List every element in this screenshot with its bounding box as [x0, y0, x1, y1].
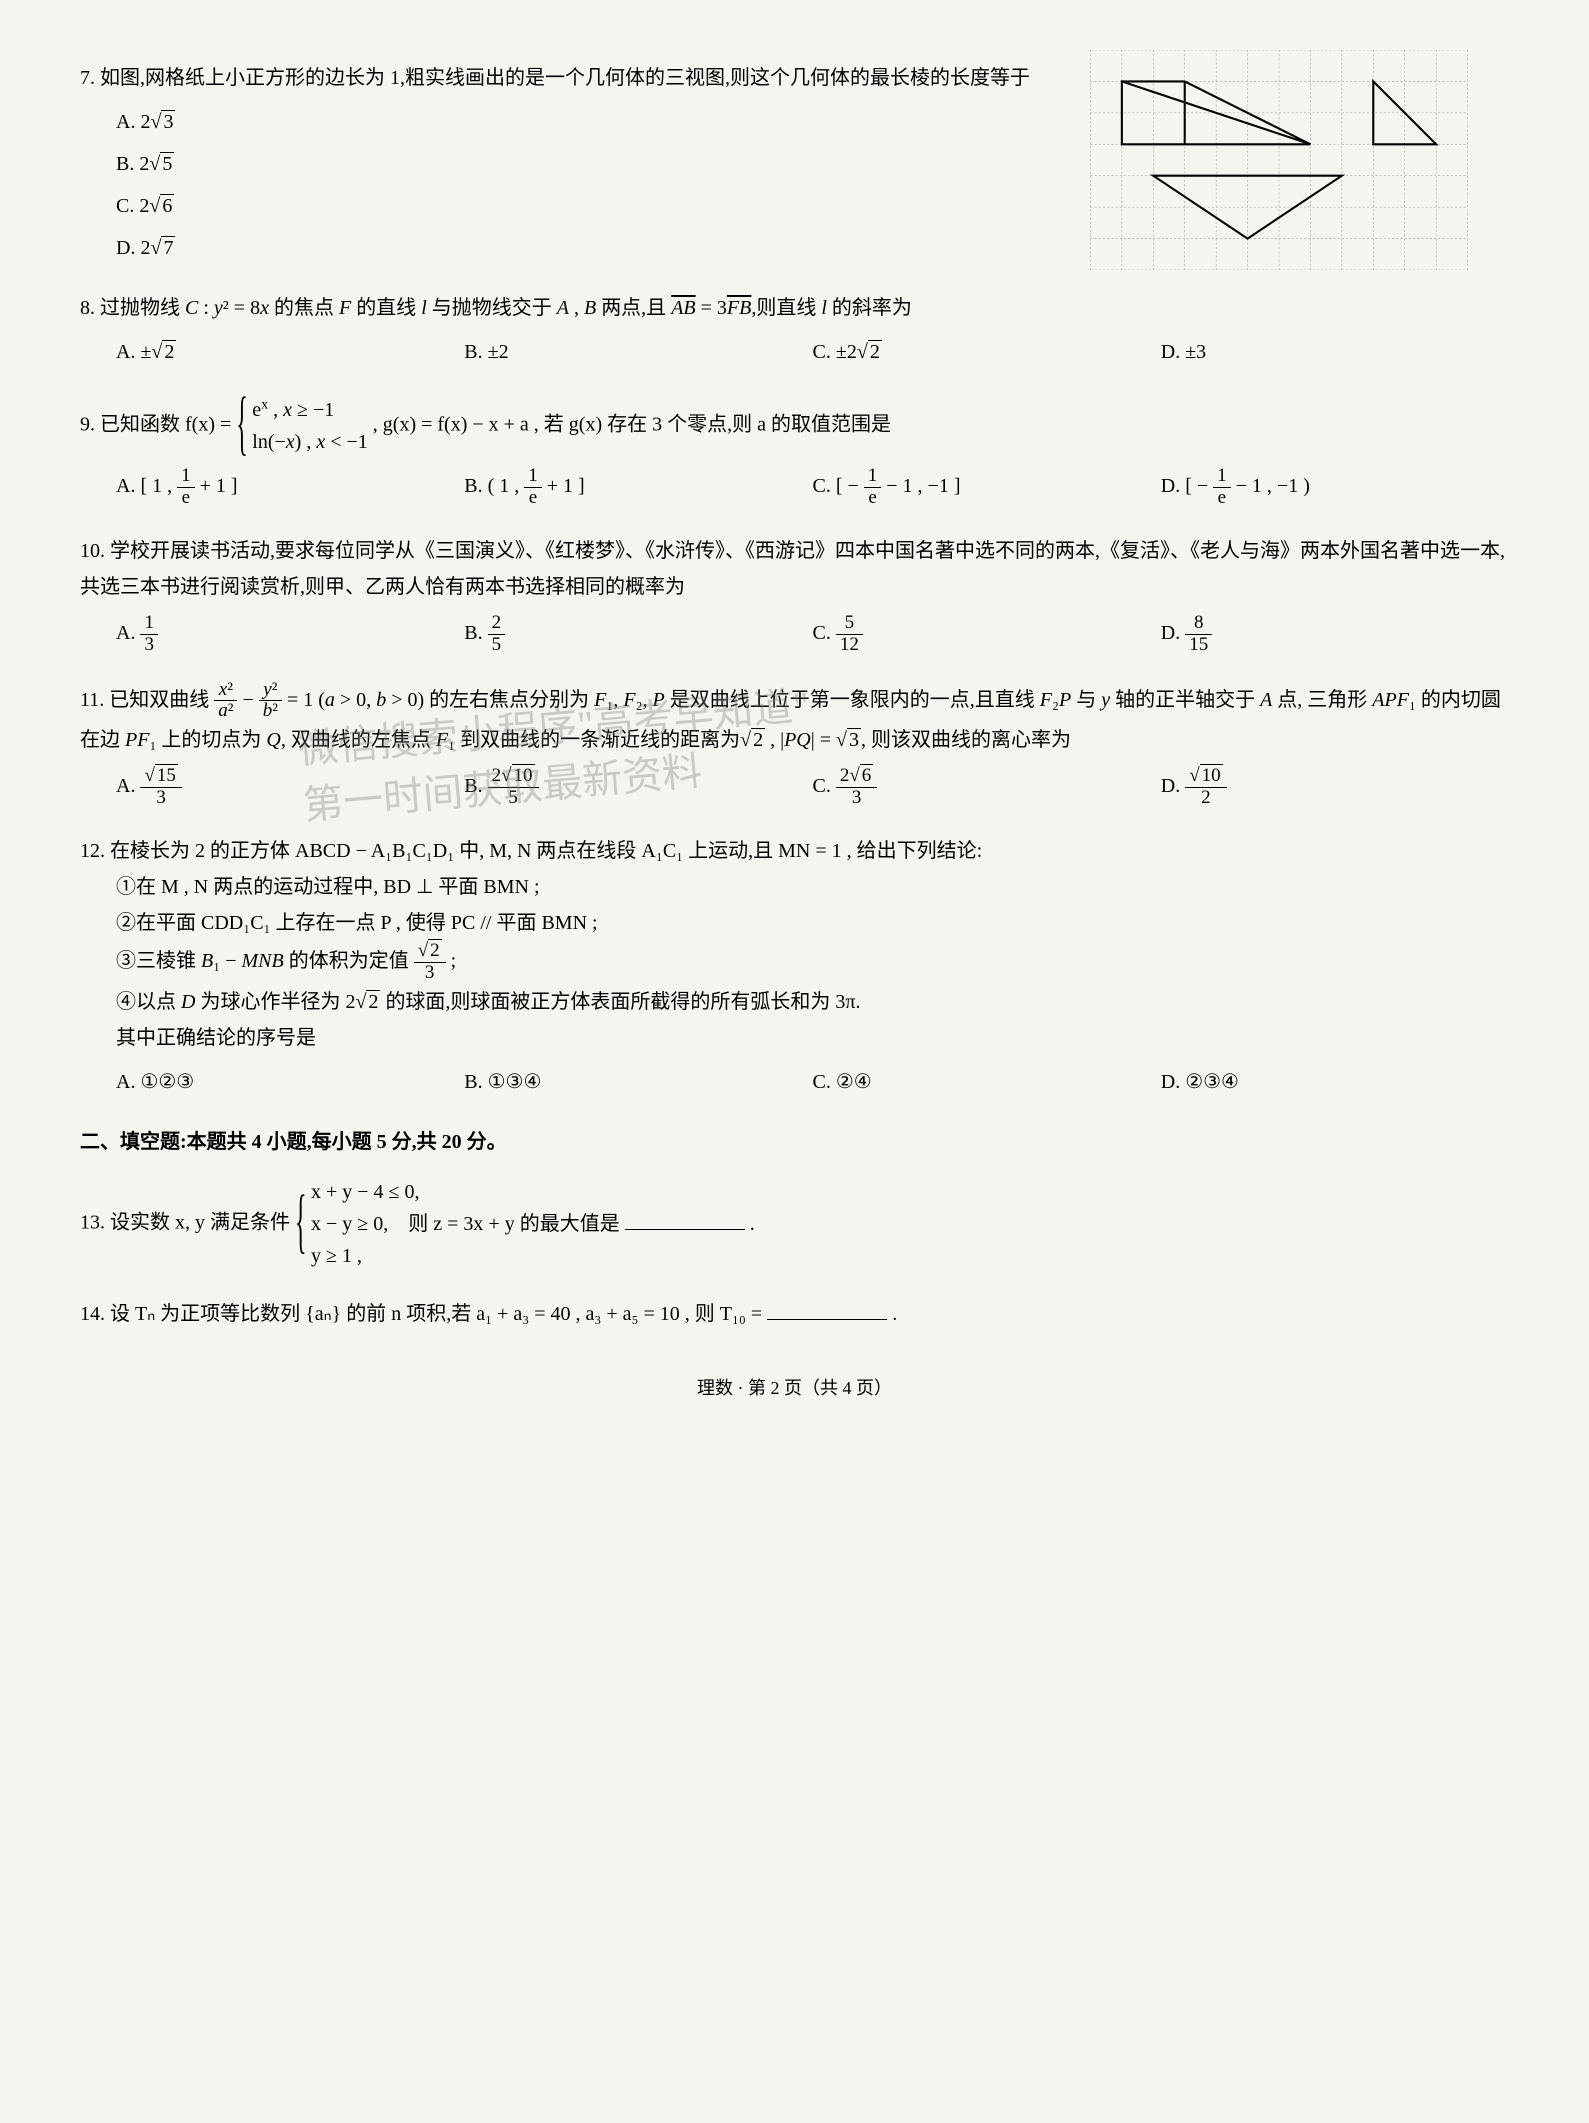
q12-text: 在棱长为 2 的正方体 ABCD − A₁B₁C₁D₁ 中, M, N 两点在线… — [110, 840, 982, 862]
q11-opt-d: D. 102 — [1161, 766, 1509, 809]
q9-text-post: , g(x) = f(x) − x + a , 若 g(x) 存在 3 个零点,… — [373, 414, 891, 436]
q13-text-post: . — [750, 1213, 755, 1235]
q14-blank — [767, 1300, 887, 1320]
question-12: 12. 在棱长为 2 的正方体 ABCD − A₁B₁C₁D₁ 中, M, N … — [80, 833, 1509, 1100]
q9-case1: ex , x ≥ −1 — [252, 399, 334, 421]
q12-opt-d: D. ②③④ — [1161, 1064, 1509, 1100]
q13-number: 13. — [80, 1212, 105, 1234]
q8-opt-b: B. ±2 — [464, 334, 812, 370]
question-13: 13. 设实数 x, y 满足条件 x + y − 4 ≤ 0, x − y ≥… — [80, 1176, 1509, 1272]
q12-stmt2: ②在平面 CDD₁C₁ 上存在一点 P , 使得 PC // 平面 BMN ; — [80, 905, 1509, 941]
q9-number: 9. — [80, 414, 95, 436]
q14-text-post: . — [892, 1303, 897, 1325]
q7-text: 如图,网格纸上小正方形的边长为 1,粗实线画出的是一个几何体的三视图,则这个几何… — [100, 67, 1030, 89]
q12-number: 12. — [80, 840, 105, 862]
q13-c3: y ≥ 1 , — [311, 1245, 362, 1267]
q8-opt-a: A. ±2 — [116, 334, 464, 370]
q9-case2: ln(−x) , x < −1 — [252, 431, 368, 453]
q7-number: 7. — [80, 67, 95, 89]
q8-options: A. ±2 B. ±2 C. ±22 D. ±3 — [80, 334, 1509, 370]
q8-opt-d: D. ±3 — [1161, 334, 1509, 370]
q13-c1: x + y − 4 ≤ 0, — [311, 1181, 420, 1203]
q13-blank — [625, 1210, 745, 1230]
q10-options: A. 13 B. 25 C. 512 D. 815 — [80, 613, 1509, 656]
q11-opt-b: B. 2105 — [464, 766, 812, 809]
question-14: 14. 设 Tₙ 为正项等比数列 {aₙ} 的前 n 项积,若 a₁ + a₃ … — [80, 1296, 1509, 1332]
q9-opt-d: D. [ − 1e − 1 , −1 ) — [1161, 466, 1509, 509]
q9-opt-b: B. ( 1 , 1e + 1 ] — [464, 466, 812, 509]
q9-opt-c: C. [ − 1e − 1 , −1 ] — [813, 466, 1161, 509]
q11-opt-a: A. 153 — [116, 766, 464, 809]
q12-opt-b: B. ①③④ — [464, 1064, 812, 1100]
q12-opt-c: C. ②④ — [813, 1064, 1161, 1100]
q13-text-pre: 设实数 x, y 满足条件 — [110, 1212, 295, 1234]
q7-figure — [1089, 50, 1469, 270]
q12-stmt5: 其中正确结论的序号是 — [80, 1020, 1509, 1056]
q12-stmt4: ④以点 D 为球心作半径为 22 的球面,则球面被正方体表面所截得的所有弧长和为… — [80, 984, 1509, 1020]
q14-text-pre: 设 Tₙ 为正项等比数列 {aₙ} 的前 n 项积,若 a₁ + a₃ = 40… — [110, 1303, 767, 1325]
q10-opt-d: D. 815 — [1161, 613, 1509, 656]
q11-number: 11. — [80, 689, 104, 711]
q13-c2: x − y ≥ 0, — [311, 1213, 388, 1235]
q9-text-pre: 已知函数 f(x) = — [100, 414, 236, 436]
question-8: 8. 过抛物线 C : y² = 8x 的焦点 F 的直线 l 与抛物线交于 A… — [80, 290, 1509, 370]
question-11: 11. 已知双曲线 x²a² − y²b² = 1 (a > 0, b > 0)… — [80, 680, 1509, 810]
q8-number: 8. — [80, 297, 95, 319]
q10-text: 学校开展读书活动,要求每位同学从《三国演义》、《红楼梦》、《水浒传》、《西游记》… — [80, 540, 1505, 598]
q10-opt-b: B. 25 — [464, 613, 812, 656]
q8-opt-c: C. ±22 — [813, 334, 1161, 370]
section-2-title: 二、填空题:本题共 4 小题,每小题 5 分,共 20 分。 — [80, 1124, 1509, 1160]
q12-opt-a: A. ①②③ — [116, 1064, 464, 1100]
q9-opt-a: A. [ 1 , 1e + 1 ] — [116, 466, 464, 509]
question-9: 9. 已知函数 f(x) = ex , x ≥ −1 ln(−x) , x < … — [80, 394, 1509, 509]
page-footer: 理数 · 第 2 页（共 4 页） — [80, 1372, 1509, 1404]
q10-opt-c: C. 512 — [813, 613, 1161, 656]
question-7: 7. 如图,网格纸上小正方形的边长为 1,粗实线画出的是一个几何体的三视图,则这… — [80, 60, 1509, 266]
question-10: 10. 学校开展读书活动,要求每位同学从《三国演义》、《红楼梦》、《水浒传》、《… — [80, 533, 1509, 656]
q11-text: 已知双曲线 x²a² − y²b² = 1 (a > 0, b > 0) 的左右… — [80, 689, 1501, 752]
q11-opt-c: C. 263 — [813, 766, 1161, 809]
q9-options: A. [ 1 , 1e + 1 ] B. ( 1 , 1e + 1 ] C. [… — [80, 466, 1509, 509]
q13-text-mid: 则 z = 3x + y 的最大值是 — [408, 1213, 619, 1235]
q12-stmt1: ①在 M , N 两点的运动过程中, BD ⊥ 平面 BMN ; — [80, 869, 1509, 905]
q8-text: 过抛物线 C : y² = 8x 的焦点 F 的直线 l 与抛物线交于 A , … — [100, 297, 912, 319]
q10-number: 10. — [80, 540, 105, 562]
q9-cases: ex , x ≥ −1 ln(−x) , x < −1 — [236, 394, 368, 458]
q12-stmt3: ③三棱锥 B₁ − MNB 的体积为定值 23 ; — [80, 941, 1509, 984]
q11-options: A. 153 B. 2105 C. 263 D. 102 — [80, 766, 1509, 809]
q12-options: A. ①②③ B. ①③④ C. ②④ D. ②③④ — [80, 1064, 1509, 1100]
q10-opt-a: A. 13 — [116, 613, 464, 656]
q13-cases: x + y − 4 ≤ 0, x − y ≥ 0, 则 z = 3x + y 的… — [295, 1176, 755, 1272]
q14-number: 14. — [80, 1303, 105, 1325]
